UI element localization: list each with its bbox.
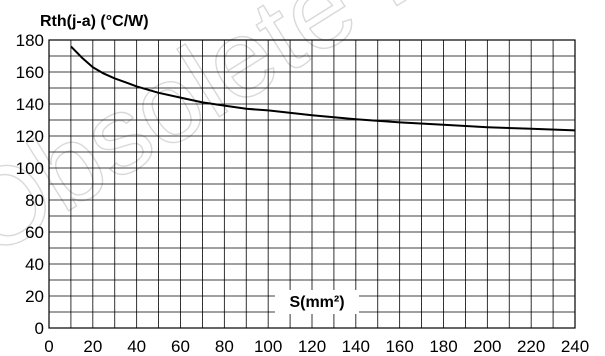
x-tick-label: 220 — [517, 337, 545, 356]
x-tick-label: 0 — [44, 337, 53, 356]
chart-grid — [48, 39, 576, 329]
y-tick-label: 140 — [16, 95, 44, 114]
y-tick-label: 0 — [35, 319, 44, 338]
obsolete-watermark: Obsolete Product(s) - Obsolete Product(s… — [0, 0, 605, 281]
x-tick-label: 160 — [385, 337, 413, 356]
y-tick-label: 120 — [16, 127, 44, 146]
x-tick-label: 140 — [342, 337, 370, 356]
y-axis-label: Rth(j-a) (°C/W) — [40, 13, 149, 30]
x-tick-label: 40 — [127, 337, 146, 356]
y-tick-label: 40 — [25, 255, 44, 274]
y-tick-label: 160 — [16, 63, 44, 82]
y-tick-label: 60 — [25, 223, 44, 242]
x-tick-label: 200 — [473, 337, 501, 356]
watermark-text: Obsolete Product(s) - Obsolete Product(s… — [0, 0, 605, 281]
chart-series — [70, 45, 576, 132]
y-tick-label: 80 — [25, 191, 44, 210]
x-axis-label: S(mm²) — [289, 294, 344, 311]
y-tick-label: 100 — [16, 159, 44, 178]
x-tick-label: 80 — [215, 337, 234, 356]
x-tick-label: 240 — [561, 337, 589, 356]
x-tick-label: 180 — [429, 337, 457, 356]
x-tick-labels: 0 20 40 60 80 100 120 140 160 180 200 220 240 — [44, 337, 589, 356]
y-tick-label: 180 — [16, 31, 44, 50]
x-tick-label: 60 — [171, 337, 190, 356]
x-tick-label: 120 — [298, 337, 326, 356]
x-tick-label: 20 — [83, 337, 102, 356]
x-tick-label: 100 — [254, 337, 282, 356]
y-tick-label: 20 — [25, 287, 44, 306]
plot-frame — [48, 39, 576, 329]
x-axis-label-background — [275, 290, 359, 314]
y-tick-labels: 0 20 40 60 80 100 120 140 160 180 — [16, 31, 44, 338]
series-line — [70, 45, 576, 132]
